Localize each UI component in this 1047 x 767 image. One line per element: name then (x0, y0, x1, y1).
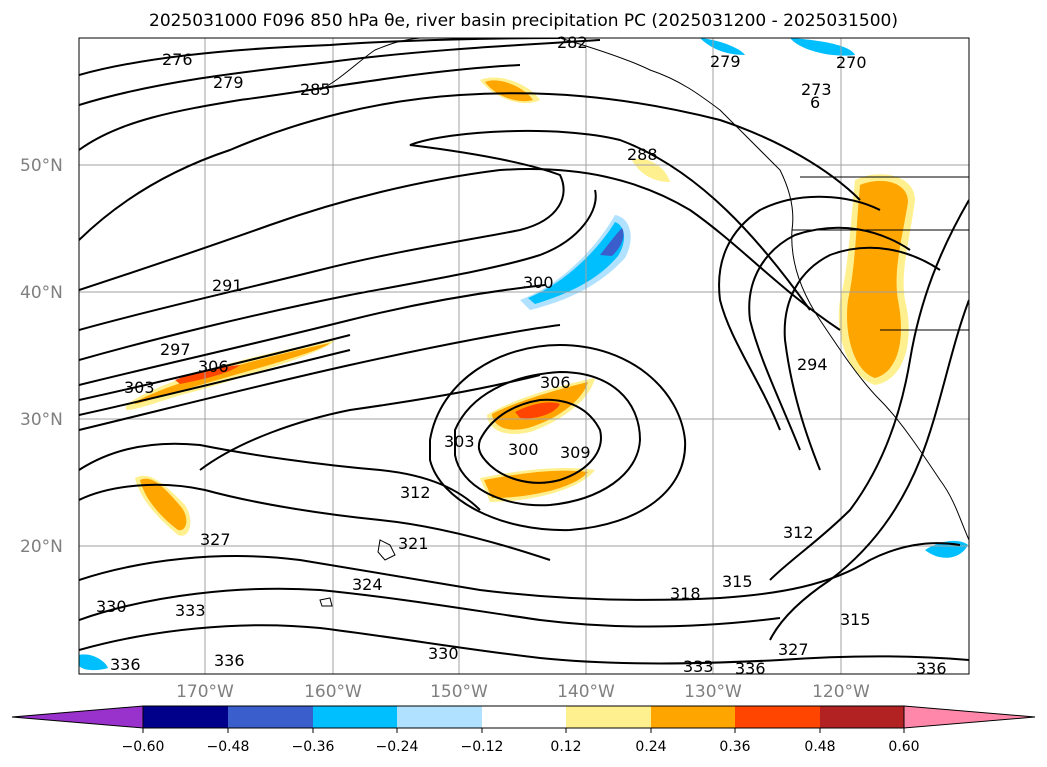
contour-label: 336 (110, 655, 141, 674)
colorbar-segment (228, 706, 313, 728)
theta-e-contours (79, 38, 969, 665)
contour-label: 321 (398, 534, 429, 553)
contour-label: 306 (198, 357, 229, 376)
colorbar-ticks (142, 728, 905, 733)
colorbar-segment (651, 706, 735, 728)
contour-label: 327 (200, 530, 231, 549)
negative-anomaly-northeast (790, 38, 855, 56)
colorbar-segment (735, 706, 820, 728)
contour-label: 336 (735, 659, 766, 678)
lon-label: 160°W (304, 682, 362, 702)
contour-label: 312 (783, 523, 814, 542)
lon-label: 150°W (430, 682, 488, 702)
colorbar-tick-label: −0.60 (122, 739, 165, 755)
contour-label: 330 (428, 644, 459, 663)
contour-label: 303 (444, 432, 475, 451)
contour-label: 315 (840, 610, 871, 629)
contour-label: 276 (162, 50, 193, 69)
lon-label: 120°W (812, 682, 870, 702)
contour-label: 6 (810, 93, 820, 112)
coastlines (319, 38, 969, 607)
contour-label: 333 (683, 657, 714, 676)
contour-label: 333 (175, 601, 206, 620)
latitude-labels: 50°N 40°N 30°N 20°N (20, 156, 63, 557)
lat-label: 30°N (20, 410, 63, 430)
colorbar-tick-label: 0.60 (888, 739, 919, 755)
contour-label: 303 (124, 378, 155, 397)
map-title: 2025031000 F096 850 hPa θe, river basin … (149, 11, 898, 31)
negative-anomaly-jet (520, 215, 631, 310)
negative-anomaly-southwest (79, 654, 108, 671)
colorbar-tick-label: −0.24 (376, 739, 419, 755)
contour-label: 273 (801, 80, 832, 99)
positive-anomaly-low-center (515, 402, 560, 419)
contour-label: 297 (160, 340, 191, 359)
contour-label: 312 (400, 483, 431, 502)
contour-label: 279 (213, 73, 244, 92)
contour-label: 306 (540, 373, 571, 392)
negative-anomaly-north (700, 38, 745, 55)
lat-label: 50°N (20, 156, 63, 176)
contour-label: 336 (214, 651, 245, 670)
contour-label: 330 (96, 597, 127, 616)
contour-label: 318 (670, 584, 701, 603)
lat-label: 40°N (20, 283, 63, 303)
contour-label: 327 (778, 640, 809, 659)
colorbar-tick-label: 0.48 (804, 739, 835, 755)
colorbar: −0.60 −0.48 −0.36 −0.24 −0.12 0.12 0.24 … (11, 705, 1036, 755)
contour-label: 288 (627, 145, 658, 164)
contour-label: 315 (722, 572, 753, 591)
contour-label: 336 (916, 659, 947, 678)
colorbar-segment (313, 706, 397, 728)
contour-label: 309 (560, 443, 591, 462)
contour-label: 279 (710, 52, 741, 71)
colorbar-tick-label: 0.36 (719, 739, 750, 755)
precip-shading (79, 38, 968, 671)
positive-anomaly-band-core (135, 343, 330, 404)
contour-label: 324 (352, 575, 383, 594)
colorbar-segment (143, 706, 228, 728)
lon-label: 140°W (557, 682, 615, 702)
lon-label: 130°W (684, 682, 742, 702)
lat-label: 20°N (20, 537, 63, 557)
colorbar-tick-label: −0.48 (207, 739, 250, 755)
contour-label: 300 (508, 440, 539, 459)
colorbar-segment (397, 706, 482, 728)
contour-label: 294 (797, 355, 828, 374)
graticule (79, 38, 969, 674)
contour-label: 282 (557, 33, 588, 52)
contour-label: 270 (836, 53, 867, 72)
positive-anomaly-west-core (140, 478, 187, 531)
colorbar-tick-label: −0.12 (461, 739, 504, 755)
lon-label: 170°W (176, 682, 234, 702)
colorbar-extend-high (903, 705, 1036, 729)
colorbar-segment (482, 706, 566, 728)
colorbar-extend-low (11, 705, 144, 729)
map-area (79, 38, 969, 674)
colorbar-segment (566, 706, 651, 728)
map-frame (78, 37, 970, 675)
positive-anomaly-gulf-core (485, 80, 533, 102)
contour-label: 285 (300, 80, 331, 99)
negative-anomaly-jet-core (528, 222, 625, 304)
colorbar-segment (820, 706, 904, 728)
longitude-labels: 170°W 160°W 150°W 140°W 130°W 120°W (176, 682, 870, 702)
colorbar-outline (142, 705, 905, 729)
contour-labels: 276 279 285 282 279 270 273 6 288 291 30… (96, 33, 947, 678)
contour-label: 300 (523, 273, 554, 292)
negative-anomaly-jet-center (600, 228, 624, 256)
colorbar-tick-label: 0.24 (635, 739, 666, 755)
colorbar-tick-label: −0.36 (292, 739, 335, 755)
contour-label: 291 (212, 276, 243, 295)
colorbar-tick-label: 0.12 (550, 739, 581, 755)
positive-anomaly-center (175, 365, 240, 384)
